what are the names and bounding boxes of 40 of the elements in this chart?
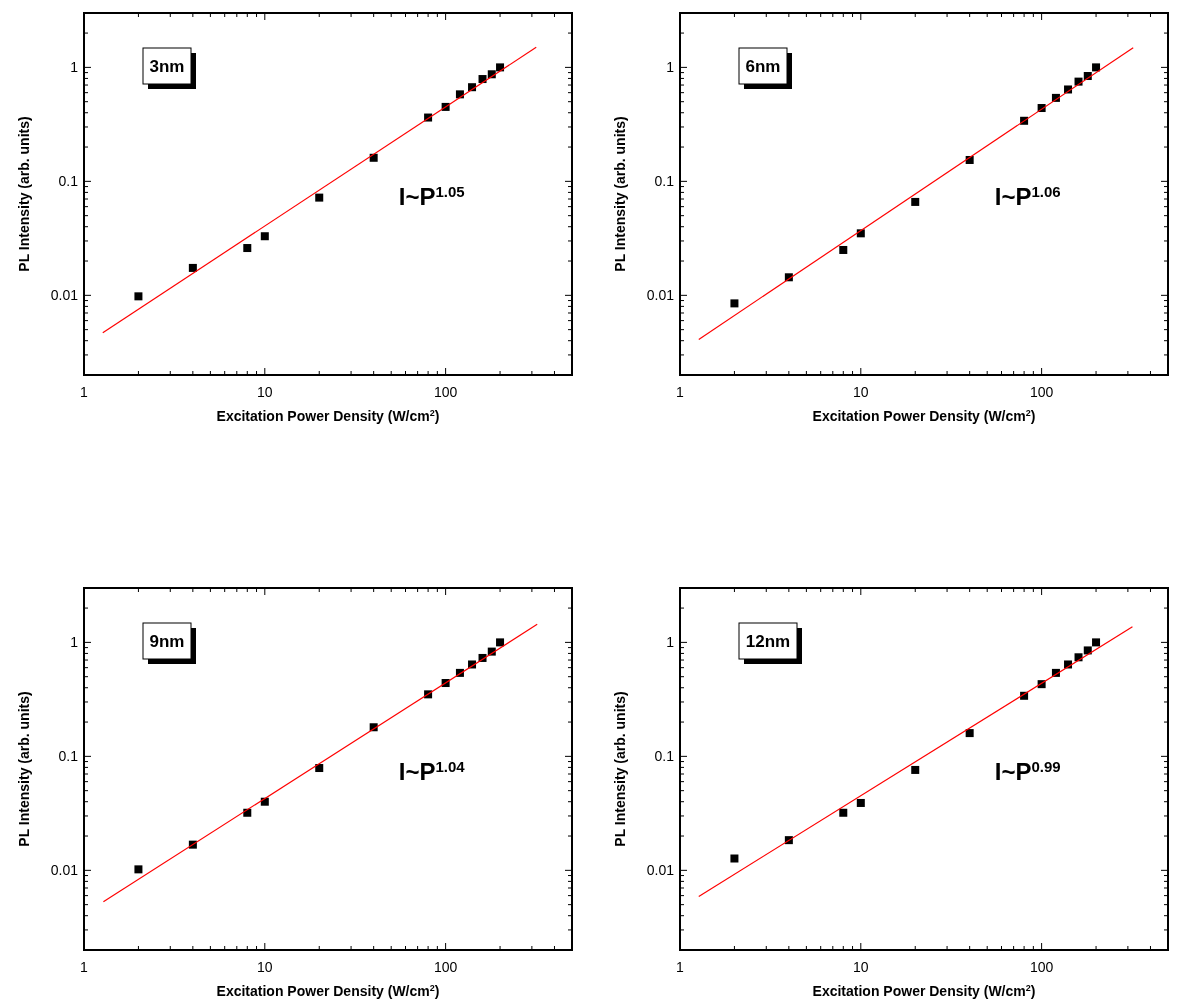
x-tick-label: 1: [80, 959, 89, 975]
annotation: I~P$^{1.05}$: [398, 182, 465, 210]
y-tick-label: 0.1: [654, 748, 675, 765]
y-tick-label: 0.01: [646, 287, 675, 304]
x-tick-label: 100: [433, 384, 458, 400]
x-axis-title: Excitation Power Density (W/cm$^{2}$): [216, 408, 440, 424]
annotation: 9nm: [149, 632, 185, 651]
x-axis-title: Excitation Power Density (W/cm$^{2}$): [216, 983, 440, 999]
y-tick-label: 1: [70, 634, 79, 651]
y-axis-title: PL Intensity (arb. units): [612, 691, 628, 847]
y-tick-label: 0.1: [654, 173, 675, 190]
x-axis-title: Excitation Power Density (W/cm$^{2}$): [812, 408, 1036, 424]
x-tick-label: 1: [676, 384, 685, 400]
y-tick-label: 1: [70, 59, 79, 76]
annotation: I~P$^{1.04}$: [398, 757, 466, 785]
y-tick-label: 1: [666, 634, 675, 651]
annotation: I~P$^{1.06}$: [994, 182, 1061, 210]
x-tick-label: 1: [80, 384, 89, 400]
x-tick-label: 10: [853, 959, 869, 975]
x-tick-label: 10: [257, 384, 273, 400]
x-tick-label: 10: [853, 384, 869, 400]
y-tick-label: 0.01: [50, 287, 79, 304]
y-tick-label: 0.1: [58, 748, 79, 765]
y-tick-label: 0.01: [50, 862, 79, 879]
x-tick-label: 100: [1029, 959, 1054, 975]
annotation: 12nm: [745, 632, 791, 651]
annotation: 3nm: [149, 57, 185, 76]
y-tick-label: 0.1: [58, 173, 79, 190]
y-tick-label: 0.01: [646, 862, 675, 879]
annotation: 6nm: [745, 57, 781, 76]
y-axis-title: PL Intensity (arb. units): [16, 116, 32, 272]
y-tick-label: 1: [666, 59, 675, 76]
y-axis-title: PL Intensity (arb. units): [612, 116, 628, 272]
x-tick-label: 100: [1029, 384, 1054, 400]
annotation: I~P$^{0.99}$: [994, 757, 1061, 785]
x-tick-label: 10: [257, 959, 273, 975]
y-axis-title: PL Intensity (arb. units): [16, 691, 32, 847]
x-axis-title: Excitation Power Density (W/cm$^{2}$): [812, 983, 1036, 999]
x-tick-label: 1: [676, 959, 685, 975]
x-tick-label: 100: [433, 959, 458, 975]
